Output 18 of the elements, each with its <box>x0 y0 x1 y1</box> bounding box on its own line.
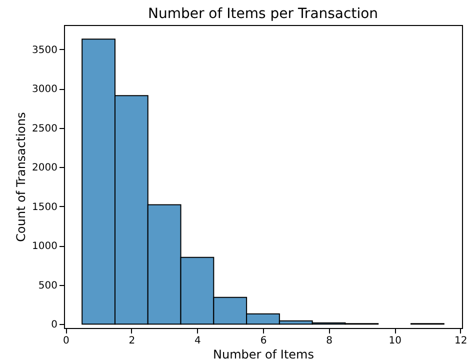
x-axis-title: Number of Items <box>213 348 314 362</box>
x-tick-label: 0 <box>62 336 70 346</box>
y-tick-label: 1000 <box>32 241 58 252</box>
y-tick-label: 2000 <box>32 162 58 174</box>
y-tick-label: 3500 <box>32 44 58 56</box>
x-tick-label: 8 <box>326 336 332 346</box>
y-tick-label: 1500 <box>32 202 58 213</box>
y-axis-title: Count of Transactions <box>14 112 28 242</box>
chart-title: Number of Items per Transaction <box>148 6 378 22</box>
y-tick-label: 2500 <box>32 123 58 134</box>
x-tick-label: 10 <box>388 336 402 346</box>
y-tick-label: 3000 <box>32 84 58 96</box>
x-tick-label: 12 <box>454 336 468 346</box>
x-tick-label: 6 <box>260 336 267 346</box>
y-tick-label: 500 <box>38 280 58 292</box>
x-tick-label: 2 <box>128 336 136 346</box>
y-tick-label: 0 <box>51 320 58 331</box>
x-tick-label: 4 <box>194 336 201 346</box>
